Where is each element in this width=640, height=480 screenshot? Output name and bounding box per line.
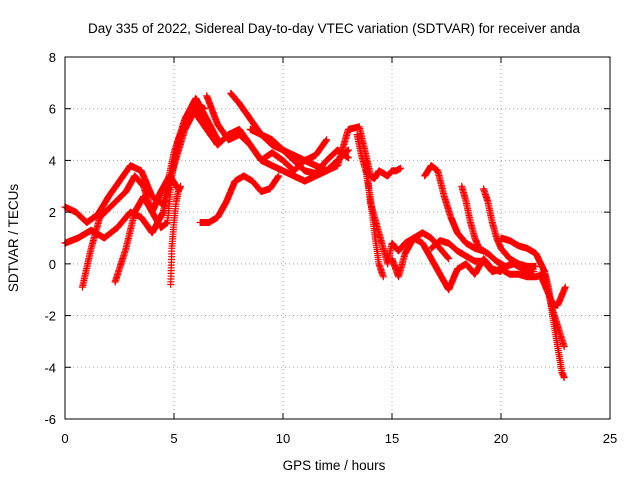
series-sat-j: sat-j (246, 125, 352, 177)
series-markers (246, 125, 352, 177)
plot-frame (64, 56, 611, 420)
y-tick-label: -4 (44, 360, 56, 375)
series-sat-i: sat-i (192, 110, 331, 175)
y-axis-label: SDTVAR / TECUs (6, 184, 21, 293)
series-markers (421, 162, 488, 255)
y-tick-label: 4 (49, 153, 56, 168)
series-sat-t: sat-t (536, 270, 569, 309)
series-markers (196, 172, 283, 226)
y-tick-label: -2 (44, 309, 56, 324)
series-sat-o: sat-o (421, 162, 488, 255)
x-tick-label: 0 (61, 431, 68, 446)
series-markers (167, 182, 184, 288)
x-axis-label: GPS time / hours (283, 458, 386, 473)
chart-title: Day 335 of 2022, Sidereal Day-to-day VTE… (88, 21, 580, 36)
y-tick-label: -6 (44, 412, 56, 427)
series-sat-d: sat-d (111, 100, 208, 286)
series-markers (362, 167, 387, 281)
series-markers (111, 100, 208, 286)
axis-ticks: 0 5 10 15 20 25 -6 -4 -2 0 2 4 6 8 (44, 50, 617, 446)
x-tick-label: 20 (494, 431, 508, 446)
y-tick-label: 0 (49, 257, 56, 272)
y-tick-label: 2 (49, 205, 56, 220)
data-points: sat-asat-bsat-csat-dsat-esat-fsat-gsat-h… (61, 89, 569, 382)
x-tick-label: 15 (385, 431, 399, 446)
x-tick-label: 5 (170, 431, 177, 446)
series-markers (536, 270, 569, 309)
series-markers (480, 185, 540, 270)
x-tick-label: 10 (276, 431, 290, 446)
series-markers (192, 110, 331, 175)
series-sat-m: sat-m (362, 167, 387, 281)
x-tick-label: 25 (603, 431, 617, 446)
series-sat-e: sat-e (167, 182, 184, 288)
y-tick-label: 6 (49, 102, 56, 117)
series-sat-q: sat-q (480, 185, 540, 270)
y-tick-label: 8 (49, 50, 56, 65)
series-sat-f: sat-f (196, 172, 283, 226)
